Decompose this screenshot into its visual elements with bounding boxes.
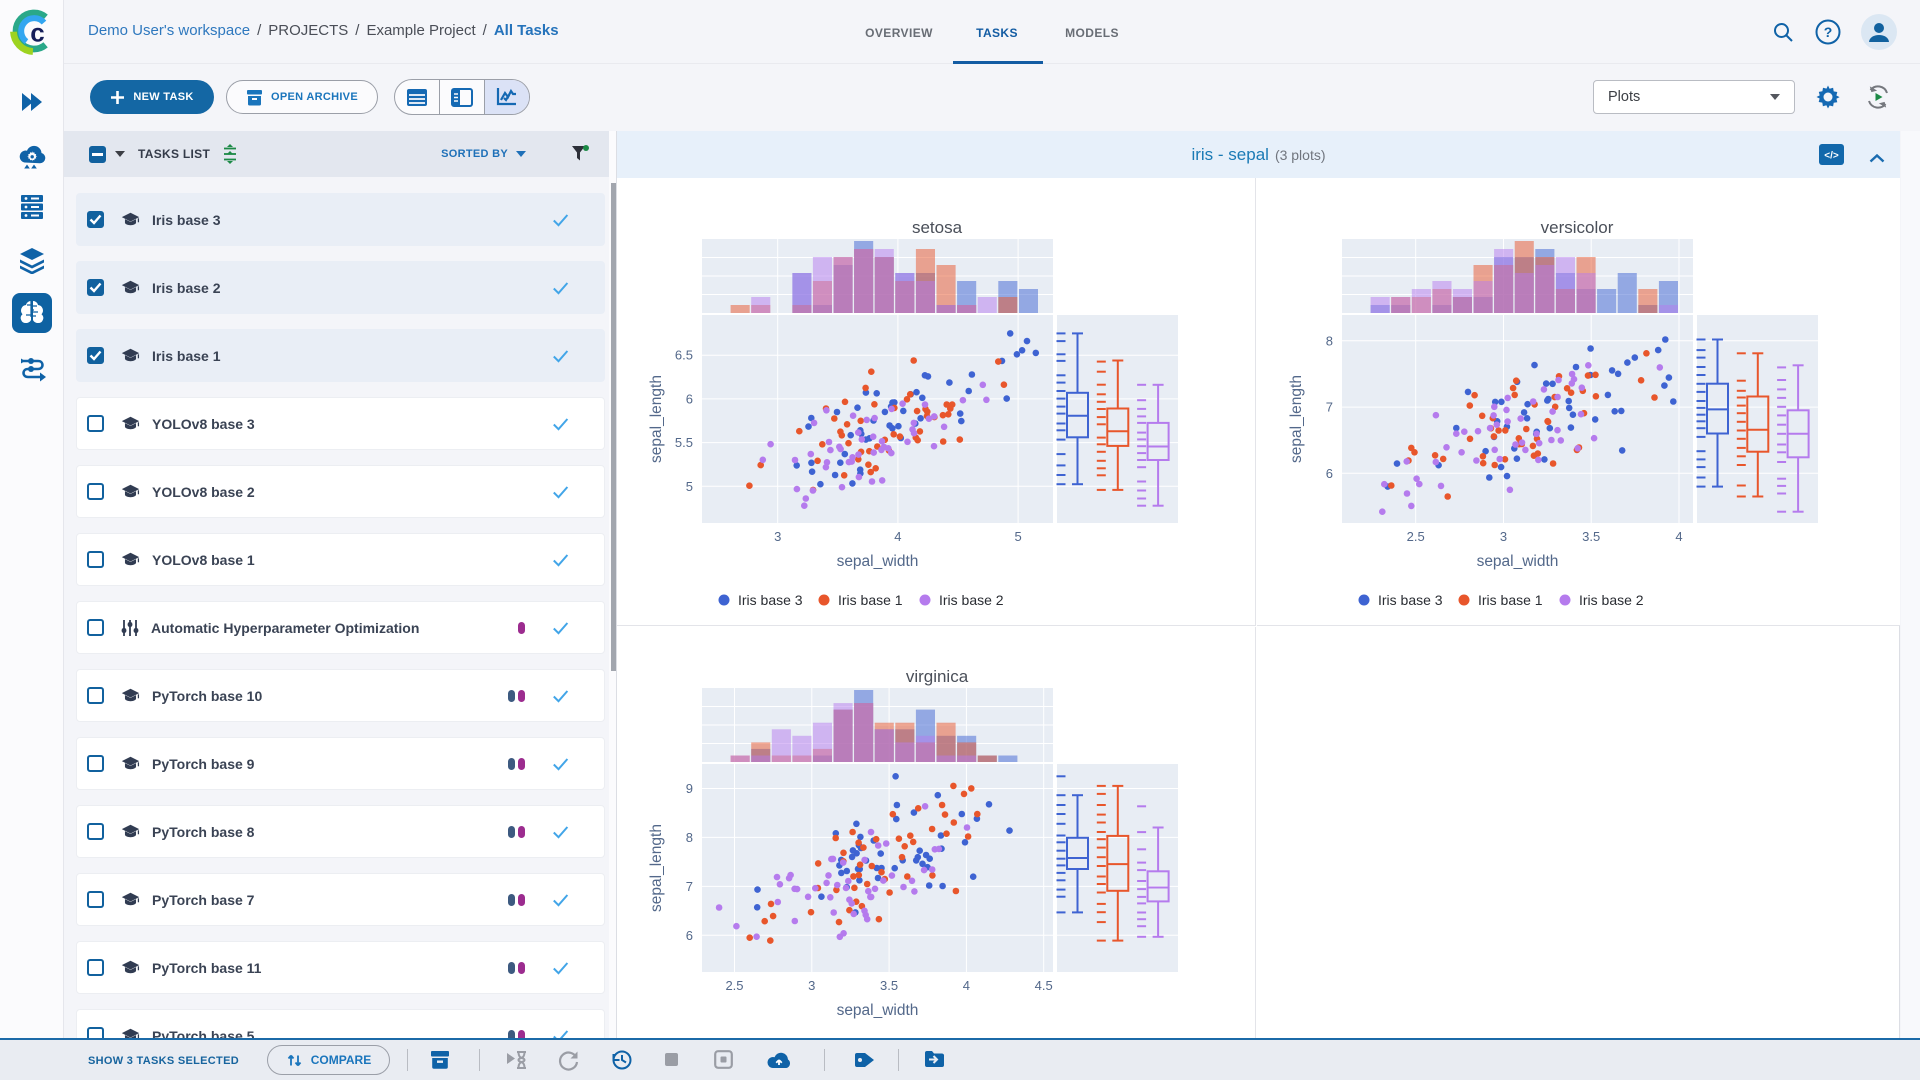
svg-text:5: 5: [686, 479, 693, 494]
svg-text:3.5: 3.5: [1582, 529, 1600, 544]
svg-text:3: 3: [808, 978, 815, 993]
svg-text:</>: </>: [1824, 151, 1839, 162]
svg-text:sepal_width: sepal_width: [837, 1002, 919, 1019]
svg-text:?: ?: [1824, 24, 1833, 40]
svg-text:3: 3: [774, 529, 781, 544]
svg-text:6.5: 6.5: [675, 348, 693, 363]
svg-text:c: c: [30, 18, 44, 48]
svg-text:Iris base 2: Iris base 2: [939, 592, 1004, 608]
svg-text:6: 6: [686, 391, 693, 406]
svg-text:sepal_length: sepal_length: [648, 375, 665, 463]
svg-text:sepal_length: sepal_length: [1288, 375, 1305, 463]
svg-text:Iris base 3: Iris base 3: [1378, 592, 1443, 608]
svg-text:4: 4: [963, 978, 970, 993]
svg-text:Iris base 1: Iris base 1: [1478, 592, 1543, 608]
svg-text:sepal_width: sepal_width: [837, 553, 919, 570]
svg-text:Iris base 2: Iris base 2: [1579, 592, 1644, 608]
svg-text:3.5: 3.5: [880, 978, 898, 993]
svg-text:5: 5: [1014, 529, 1021, 544]
svg-text:4: 4: [1675, 529, 1682, 544]
svg-text:Iris base 1: Iris base 1: [838, 592, 903, 608]
svg-text:8: 8: [686, 830, 693, 845]
svg-text:2.5: 2.5: [1407, 529, 1425, 544]
svg-text:8: 8: [1326, 333, 1333, 348]
svg-text:versicolor: versicolor: [1541, 218, 1614, 237]
svg-text:7: 7: [1326, 400, 1333, 415]
svg-text:Iris base 3: Iris base 3: [738, 592, 803, 608]
svg-text:sepal_width: sepal_width: [1477, 553, 1559, 570]
svg-text:setosa: setosa: [912, 218, 963, 237]
svg-text:3: 3: [1500, 529, 1507, 544]
svg-text:4.5: 4.5: [1035, 978, 1053, 993]
svg-text:6: 6: [686, 928, 693, 943]
svg-text:7: 7: [686, 879, 693, 894]
svg-text:9: 9: [686, 781, 693, 796]
svg-text:5.5: 5.5: [675, 435, 693, 450]
svg-text:4: 4: [894, 529, 901, 544]
svg-text:sepal_length: sepal_length: [648, 824, 665, 912]
svg-text:6: 6: [1326, 466, 1333, 481]
svg-text:2.5: 2.5: [725, 978, 743, 993]
svg-text:virginica: virginica: [906, 667, 969, 686]
